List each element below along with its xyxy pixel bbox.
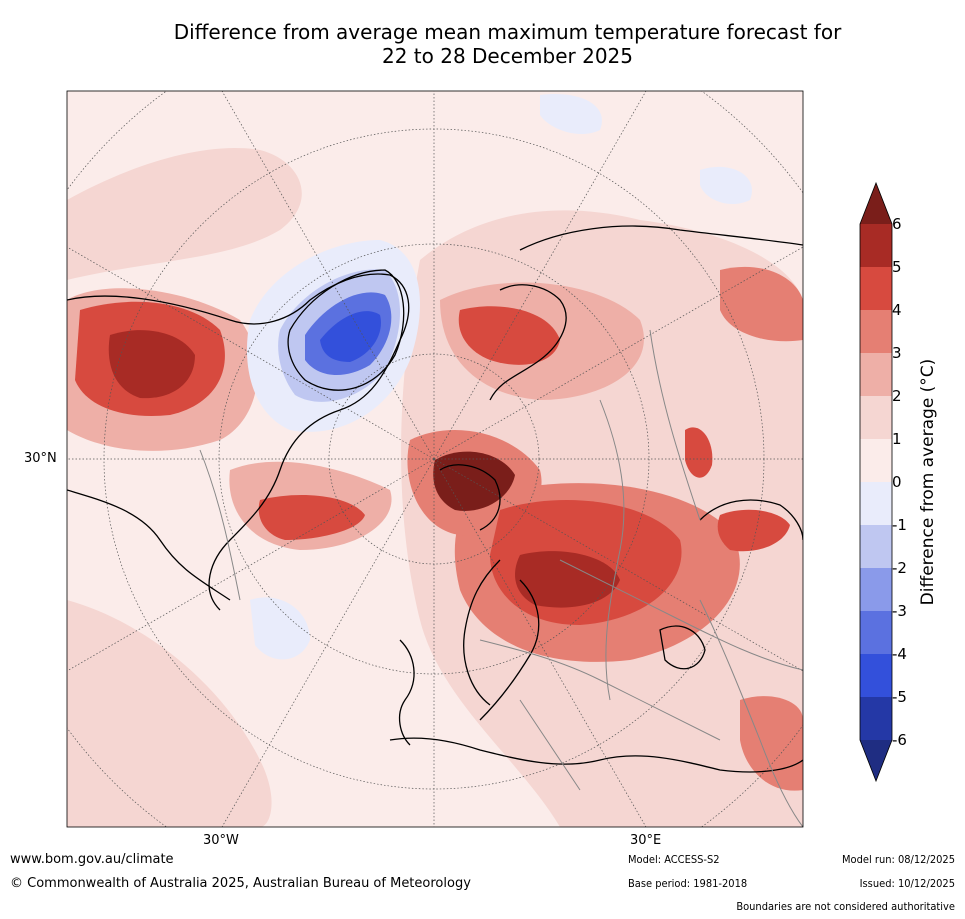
border — [649, 329, 701, 521]
anomaly-area — [258, 495, 365, 540]
map-frame — [66, 90, 804, 828]
colorbar-segment — [860, 697, 892, 741]
issued-text: Issued: 10/12/2025 — [859, 877, 955, 890]
colorbar-tick-label: -5 — [892, 688, 907, 706]
title-line-1: Difference from average mean maximum tem… — [173, 20, 842, 44]
model-text: Model: ACCESS-S2 — [628, 853, 720, 866]
colorbar-tick-label: -6 — [892, 731, 907, 749]
meridian — [433, 246, 803, 460]
border — [599, 399, 625, 701]
colorbar-tick-label: 1 — [892, 430, 902, 448]
chart-title: Difference from average mean maximum tem… — [60, 20, 955, 68]
svalbard-coast — [439, 464, 501, 531]
east-asia-coast — [699, 499, 803, 541]
colorbar-segment — [860, 267, 892, 311]
anomaly-area — [720, 266, 803, 342]
anomaly-area — [108, 330, 195, 399]
scandinavia-coast — [463, 559, 501, 706]
colorbar-segment — [860, 654, 892, 698]
coastlines — [67, 225, 803, 773]
siberia-arctic-coast — [519, 225, 803, 251]
colorbar-tick-label: 4 — [892, 301, 902, 319]
colorbar-outline — [859, 181, 893, 783]
colorbar-tick-label: -3 — [892, 602, 907, 620]
colorbar-segment — [860, 353, 892, 397]
colorbar-segment — [860, 525, 892, 569]
border — [519, 699, 581, 791]
title-line-2: 22 to 28 December 2025 — [381, 44, 633, 68]
meridian — [221, 91, 435, 460]
anomaly-area — [540, 94, 602, 135]
base-period-text: Base period: 1981-2018 — [628, 877, 748, 890]
mediterranean-coast — [389, 737, 803, 773]
border — [699, 599, 803, 827]
caspian-coast — [659, 625, 706, 670]
lon-label-30w: 30°W — [203, 833, 239, 848]
meridian — [221, 458, 435, 827]
map-field — [67, 91, 803, 827]
website-text: www.bom.gov.au/climate — [10, 852, 174, 867]
anomaly-area — [717, 509, 790, 552]
anomaly-area — [67, 148, 302, 280]
anomaly-area — [685, 427, 713, 478]
colorbar-tick-label: -1 — [892, 516, 907, 534]
colorbar-tick-label: 2 — [892, 387, 902, 405]
borders — [199, 329, 803, 827]
colorbar-tick-label: 0 — [892, 473, 902, 491]
colorbar-tick-label: 5 — [892, 258, 902, 276]
border — [479, 639, 721, 741]
meridian — [67, 246, 435, 460]
colorbar-tick-label: -4 — [892, 645, 907, 663]
lat-label-30n: 30°N — [24, 451, 57, 466]
colorbar-segment — [860, 224, 892, 268]
disclaimer-text: Boundaries are not considered authoritat… — [736, 900, 955, 913]
britain-coast — [398, 639, 415, 746]
colorbar-segment — [860, 396, 892, 440]
border — [559, 559, 803, 671]
anomaly-area — [458, 306, 560, 365]
copyright-text: © Commonwealth of Australia 2025, Austra… — [10, 876, 471, 891]
meridian — [433, 91, 647, 460]
anomaly-area — [433, 451, 515, 511]
anomaly-area — [700, 166, 752, 205]
colorbar-label: Difference from average (°C) — [918, 358, 938, 606]
greenland-coast — [287, 269, 405, 391]
colorbar-segments — [860, 183, 892, 781]
anomaly-area — [515, 551, 620, 608]
colorbar-segment — [860, 310, 892, 354]
anomaly-area — [250, 597, 310, 660]
colorbar-tick-label: -2 — [892, 559, 907, 577]
colorbar-segment — [860, 611, 892, 655]
meridian — [433, 458, 803, 672]
model-run-text: Model run: 08/12/2025 — [842, 853, 955, 866]
anomaly-area — [67, 600, 272, 827]
colorbar-extend-max — [860, 183, 892, 224]
colorbar-frame — [859, 181, 893, 783]
colorbar-tick-label: 6 — [892, 215, 902, 233]
border — [199, 449, 241, 601]
baltic-coast — [479, 579, 540, 721]
meridian — [67, 458, 435, 672]
colorbar-segment — [860, 568, 892, 612]
colorbar-tick-label: 3 — [892, 344, 902, 362]
siberia-coast — [489, 284, 567, 401]
meridian — [433, 458, 647, 827]
anomaly-area — [320, 311, 381, 362]
alaska-coast — [67, 489, 231, 601]
graticule — [67, 91, 803, 827]
colorbar-segment — [860, 439, 892, 483]
colorbar-extend-min — [860, 740, 892, 781]
colorbar-segment — [860, 482, 892, 526]
lon-label-30e: 30°E — [630, 833, 662, 848]
